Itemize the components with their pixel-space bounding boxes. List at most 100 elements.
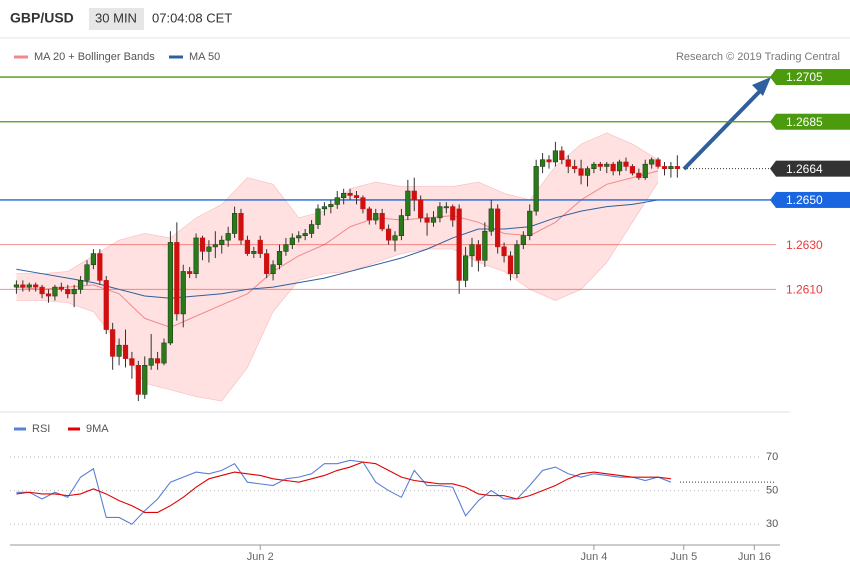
legend-label: RSI [32,423,50,435]
candle-body [97,253,103,281]
candle-body [559,150,565,161]
candle-body [39,286,45,295]
time: 07:04:08 CET [152,10,232,25]
timeframe-box [89,8,144,30]
candle-body [13,284,20,288]
candle-body [174,242,180,315]
candle-body [199,237,206,252]
price-label: 1.2664 [786,162,823,176]
price-label-box [776,191,850,208]
indicator-line [16,461,671,513]
candle-body [405,190,411,216]
candle-body [103,280,109,330]
candle-body [225,233,231,241]
candle-body [469,244,475,257]
candle-body [264,253,270,274]
candle-body [533,166,539,212]
y-tick-label: 50 [766,484,778,496]
candle-body [20,284,26,288]
projection-arrowhead [752,77,771,96]
price-label-box [776,113,850,130]
candle-body [321,206,328,210]
candle-body [642,163,648,178]
candle-body [135,365,141,395]
candle-body [180,271,186,315]
candle-body [212,244,218,248]
candle-body [501,246,507,257]
candle-body [315,208,321,225]
legend-label: MA 20 + Bollinger Bands [34,51,155,63]
candle-body [527,210,533,236]
price-label-notch [770,113,776,130]
candle-body [283,244,289,252]
candle-body [84,264,90,281]
candle-body [616,161,623,172]
candle-body [450,206,456,221]
x-tick-label: Jun 16 [738,551,771,563]
candle-body [430,217,437,223]
candle-body [187,271,193,274]
candle-body [110,329,116,357]
candle-body [65,289,71,295]
candle-body [482,230,488,261]
candle-body [161,342,167,364]
candle-body [26,284,32,288]
legend-label: 9MA [86,423,109,435]
candle-body [668,166,674,169]
candle-body [475,244,482,261]
candle-body [629,166,636,174]
candle-body [649,159,655,165]
price-label: 1.2610 [786,283,823,297]
candle-body [411,190,417,201]
candle-body [289,237,295,245]
candle-body [539,159,546,167]
candle-body [302,233,308,236]
candle-body [193,237,199,274]
price-label: 1.2650 [786,193,823,207]
candle-body [674,166,680,169]
credit: Research © 2019 Trading Central [676,51,840,63]
candle-body [385,228,392,241]
candle-body [520,235,526,245]
candle-body [206,246,212,252]
x-tick-label: Jun 4 [580,551,607,563]
candle-body [424,217,430,223]
y-tick-label: 30 [766,518,778,530]
candle-body [591,163,597,169]
candle-body [456,208,462,281]
candle-body [661,166,668,169]
x-tick-label: Jun 2 [247,551,274,563]
candle-body [257,239,263,254]
candle-body [514,244,520,274]
candle-body [507,255,514,274]
candle-body [231,213,238,234]
candle-body [52,286,58,297]
candle-body [276,251,283,266]
candle-body [347,192,353,196]
price-label-box [776,160,850,177]
price-label: 1.2630 [786,238,823,252]
candle-body [129,358,135,366]
candle-body [353,195,360,199]
candle-body [360,197,366,210]
candle-body [296,235,302,239]
y-tick-label: 70 [766,451,778,463]
candle-body [398,215,405,236]
candle-body [572,166,578,169]
candle-body [655,159,661,167]
indicator-line [16,459,672,525]
candle-body [366,208,372,221]
candle-body [238,213,244,241]
candle-body [597,163,603,167]
candle-body [437,206,443,219]
candle-body [373,213,379,221]
legend-label: MA 50 [189,51,220,63]
price-label-box [776,69,850,86]
candle-body [58,286,64,290]
candle-body [392,235,398,241]
candle-body [418,199,424,219]
candle-body [90,253,97,266]
symbol: GBP/USD [10,10,74,26]
